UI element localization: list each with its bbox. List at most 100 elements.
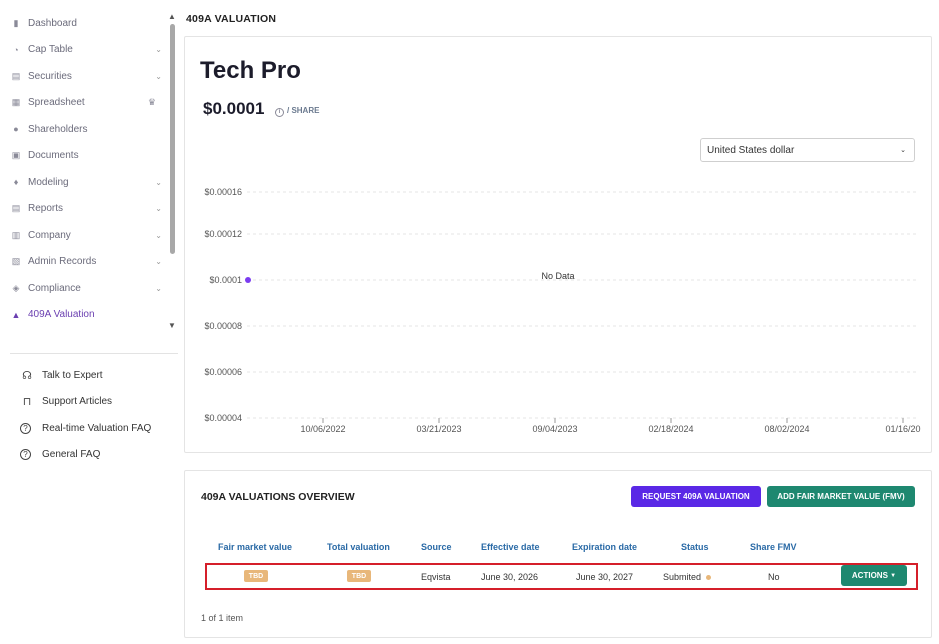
- currency-value: United States dollar: [707, 144, 795, 156]
- x-tick-label: 03/21/2023: [416, 424, 461, 434]
- scroll-up-icon[interactable]: ▲: [168, 12, 176, 21]
- table-row[interactable]: [205, 563, 918, 590]
- sidebar: ▮ Dashboard ◔ Cap Table ⌄ ▤ Securities ⌄ ▦ Spread…: [0, 0, 178, 644]
- sidebar-item-label: Securities: [28, 70, 72, 82]
- status-cell: Submited: [663, 572, 712, 582]
- y-tick-label: $0.00008: [204, 321, 242, 331]
- col-fair-market-value[interactable]: Fair market value: [218, 542, 293, 552]
- sidebar-item-label: Modeling: [28, 176, 69, 188]
- chevron-down-icon[interactable]: ⌄: [155, 71, 162, 81]
- sidebar-item-label: Spreadsheet: [28, 97, 85, 108]
- help-link-label: Support Articles: [42, 396, 113, 407]
- sidebar-item-label: Reports: [28, 203, 64, 214]
- y-tick-label: $0.00004: [204, 413, 242, 423]
- valuation-card: Tech Pro $0.0001 i / SHARE United States …: [184, 36, 932, 453]
- pie-chart-icon: ◔: [13, 44, 19, 55]
- valuation-icon: ▲: [11, 309, 21, 320]
- col-expiration-date[interactable]: Expiration date: [572, 542, 638, 552]
- x-tick-label: 02/18/2024: [648, 424, 693, 434]
- sidebar-item-dashboard[interactable]: ▮ Dashboard: [10, 13, 170, 33]
- scrollbar-thumb[interactable]: [170, 24, 175, 254]
- chevron-down-icon[interactable]: ⌄: [155, 230, 162, 240]
- sidebar-scrollbar[interactable]: ▲ ▼: [168, 12, 176, 330]
- chevron-down-icon[interactable]: ⌄: [155, 177, 162, 187]
- actions-dropdown-button[interactable]: ACTIONS ▼: [841, 565, 907, 586]
- y-tick-label: $0.00006: [204, 367, 242, 377]
- company-name: Tech Pro: [200, 57, 301, 84]
- grid-icon: ▦: [11, 97, 21, 107]
- no-data-label: No Data: [541, 271, 574, 281]
- chevron-down-icon[interactable]: ⌄: [155, 257, 162, 266]
- source-cell: Eqvista: [421, 572, 451, 582]
- col-effective-date[interactable]: Effective date: [481, 542, 540, 552]
- sidebar-item-409a-valuation[interactable]: ▲ 409A Valuation: [10, 305, 170, 325]
- book-icon: ⊓: [22, 396, 32, 408]
- pagination-info: 1 of 1 item: [201, 613, 244, 623]
- overview-title: 409A VALUATIONS OVERVIEW: [201, 491, 355, 503]
- expiration-date-cell: June 30, 2027: [576, 572, 634, 582]
- sidebar-item-label: Compliance: [28, 282, 81, 294]
- col-share-fmv[interactable]: Share FMV: [750, 542, 797, 552]
- chevron-down-icon[interactable]: ⌄: [155, 283, 162, 293]
- sidebar-item-cap-table[interactable]: ◔ Cap Table ⌄: [10, 40, 170, 60]
- col-source[interactable]: Source: [421, 542, 452, 552]
- sidebar-item-label: Dashboard: [28, 17, 77, 29]
- sidebar-item-label: Admin Records: [28, 256, 97, 267]
- bulb-icon: ♦: [13, 177, 19, 187]
- shield-icon: ◈: [12, 282, 20, 293]
- overview-card: 409A VALUATIONS OVERVIEW REQUEST 409A VA…: [184, 470, 932, 638]
- dashboard-icon: ▮: [13, 17, 19, 28]
- sidebar-item-company[interactable]: ▥ Company ⌄: [10, 225, 170, 245]
- sidebar-item-admin-records[interactable]: ▧ Admin Records ⌄: [10, 252, 170, 272]
- request-409a-button[interactable]: REQUEST 409A VALUATION: [631, 486, 761, 507]
- sidebar-item-compliance[interactable]: ◈ Compliance ⌄: [10, 278, 170, 298]
- sidebar-item-spreadsheet[interactable]: ▦ Spreadsheet ♛: [10, 93, 170, 113]
- sidebar-item-shareholders[interactable]: ● Shareholders: [10, 119, 170, 139]
- sidebar-item-label: Company: [28, 229, 71, 241]
- price-unit: i / SHARE: [275, 106, 319, 117]
- y-tick-label: $0.00016: [204, 187, 242, 197]
- y-tick-label: $0.00012: [204, 229, 242, 239]
- x-tick-label: 08/02/2024: [764, 424, 809, 434]
- chevron-down-icon[interactable]: ⌄: [155, 45, 162, 54]
- help-link-label: General FAQ: [42, 449, 101, 460]
- caret-down-icon: ▼: [890, 572, 897, 579]
- sidebar-item-label: 409A Valuation: [28, 309, 95, 320]
- price-chart: $0.00016 $0.00012 $0.0001 $0.00008 $0.00006 $…: [204, 187, 920, 434]
- currency-select[interactable]: United States dollar ⌄: [700, 138, 915, 162]
- status-text: Submited: [663, 572, 702, 582]
- data-point[interactable]: [245, 277, 251, 283]
- share-fmv-cell: No: [768, 572, 780, 582]
- add-fmv-button[interactable]: ADD FAIR MARKET VALUE (FMV): [767, 486, 915, 507]
- image-icon: ▣: [11, 150, 21, 160]
- help-link-real-time-valuation-faq[interactable]: ? Real-time Valuation FAQ: [20, 419, 151, 437]
- sidebar-item-label: Documents: [28, 150, 79, 161]
- sidebar-item-modeling[interactable]: ♦ Modeling ⌄: [10, 172, 170, 192]
- help-link-label: Real-time Valuation FAQ: [42, 422, 152, 434]
- col-status[interactable]: Status: [681, 542, 709, 552]
- help-link-support-articles[interactable]: ⊓ Support Articles: [20, 393, 112, 411]
- sidebar-item-securities[interactable]: ▤ Securities ⌄: [10, 66, 170, 86]
- question-icon: ?: [20, 422, 31, 434]
- price-per-share: $0.0001: [203, 99, 265, 118]
- sidebar-item-reports[interactable]: ▤ Reports ⌄: [10, 199, 170, 219]
- actions-label: ACTIONS: [851, 571, 888, 580]
- person-icon: ●: [13, 124, 19, 134]
- info-icon[interactable]: i: [275, 108, 284, 117]
- y-tick-label: $0.0001: [209, 275, 242, 285]
- sidebar-divider: [10, 353, 178, 354]
- x-tick-label: 01/16/20: [885, 424, 920, 434]
- building-icon: ▥: [11, 229, 21, 240]
- scroll-down-icon[interactable]: ▼: [168, 321, 176, 330]
- page-title: 409A VALUATION: [186, 13, 277, 25]
- effective-date-cell: June 30, 2026: [481, 572, 539, 582]
- fmv-badge: TBD: [244, 570, 268, 582]
- report-icon: ▤: [11, 203, 21, 213]
- col-total-valuation[interactable]: Total valuation: [327, 542, 390, 552]
- help-link-general-faq[interactable]: ? General FAQ: [20, 446, 100, 464]
- chevron-down-icon[interactable]: ⌄: [155, 204, 162, 213]
- help-link-talk-to-expert[interactable]: ☊ Talk to Expert: [20, 366, 102, 384]
- sidebar-item-documents[interactable]: ▣ Documents: [10, 146, 170, 166]
- x-tick-label: 10/06/2022: [300, 424, 345, 434]
- sidebar-item-label: Cap Table: [28, 44, 73, 55]
